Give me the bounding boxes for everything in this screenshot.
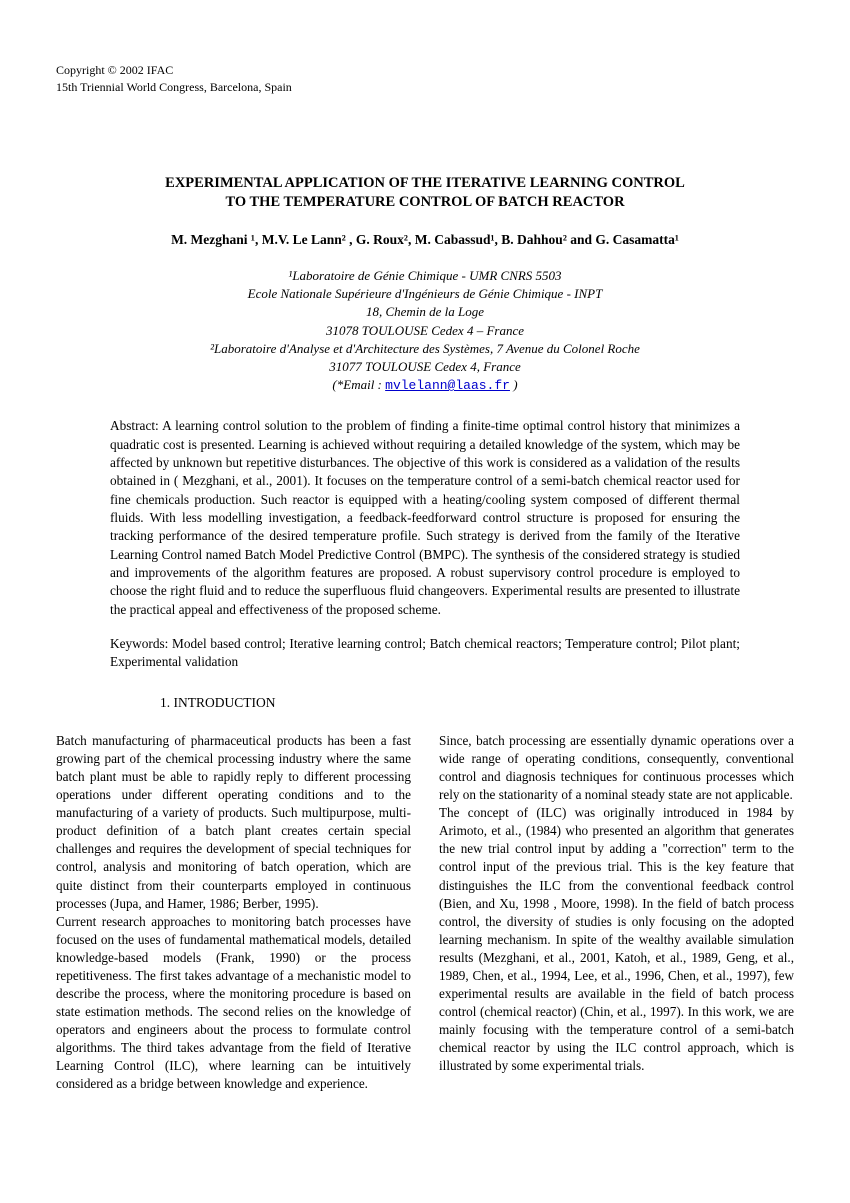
column-right: Since, batch processing are essentially …	[439, 732, 794, 1094]
email-line: (*Email : mvlelann@laas.fr )	[96, 376, 754, 395]
col2-para-2: The concept of (ILC) was originally intr…	[439, 804, 794, 1075]
section-1-heading: 1. INTRODUCTION	[160, 694, 794, 712]
col2-para-1: Since, batch processing are essentially …	[439, 732, 794, 804]
title-line-2: TO THE TEMPERATURE CONTROL OF BATCH REAC…	[225, 194, 624, 210]
col1-para-1: Batch manufacturing of pharmaceutical pr…	[56, 732, 411, 913]
keywords-block: Keywords: Model based control; Iterative…	[110, 635, 740, 672]
email-link[interactable]: mvlelann@laas.fr	[385, 378, 510, 393]
affil-1-line-1: ¹Laboratoire de Génie Chimique - UMR CNR…	[96, 267, 754, 285]
abstract-block: Abstract: A learning control solution to…	[110, 417, 740, 619]
affil-2-line-1: ²Laboratoire d'Analyse et d'Architecture…	[96, 340, 754, 358]
congress-line: 15th Triennial World Congress, Barcelona…	[56, 79, 794, 96]
body-columns: Batch manufacturing of pharmaceutical pr…	[56, 732, 794, 1094]
affiliations-block: ¹Laboratoire de Génie Chimique - UMR CNR…	[96, 267, 754, 395]
email-suffix: )	[510, 377, 518, 392]
column-left: Batch manufacturing of pharmaceutical pr…	[56, 732, 411, 1094]
paper-title: EXPERIMENTAL APPLICATION OF THE ITERATIV…	[106, 174, 744, 213]
header-notice: Copyright © 2002 IFAC 15th Triennial Wor…	[56, 62, 794, 96]
authors-line: M. Mezghani ¹, M.V. Le Lann² , G. Roux²,…	[56, 231, 794, 249]
affil-1-line-3: 18, Chemin de la Loge	[96, 303, 754, 321]
email-prefix: (*Email :	[332, 377, 385, 392]
col1-para-2: Current research approaches to monitorin…	[56, 913, 411, 1094]
affil-1-line-4: 31078 TOULOUSE Cedex 4 – France	[96, 322, 754, 340]
title-line-1: EXPERIMENTAL APPLICATION OF THE ITERATIV…	[165, 175, 685, 191]
affil-1-line-2: Ecole Nationale Supérieure d'Ingénieurs …	[96, 285, 754, 303]
affil-2-line-2: 31077 TOULOUSE Cedex 4, France	[96, 358, 754, 376]
copyright-line: Copyright © 2002 IFAC	[56, 62, 794, 79]
